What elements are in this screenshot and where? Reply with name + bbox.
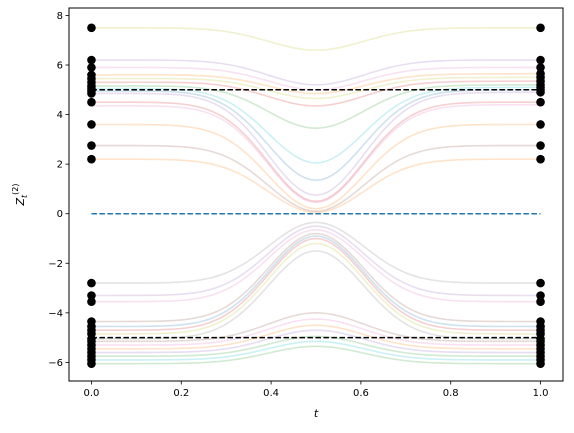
endpoint-point: [536, 278, 545, 288]
y-tick-label: 8: [57, 11, 63, 22]
y-axis-label: Zt(2): [11, 183, 29, 206]
series-line: [91, 329, 541, 354]
endpoint-markers: [87, 23, 545, 368]
series-line: [91, 84, 541, 130]
endpoint-point: [536, 154, 545, 164]
x-tick-label: 0.2: [173, 388, 189, 399]
series-line: [91, 237, 541, 331]
series-line: [91, 324, 541, 350]
series-line: [91, 312, 541, 343]
series-line: [91, 123, 541, 210]
endpoint-point: [87, 154, 96, 164]
endpoint-point: [536, 141, 545, 150]
reference-lines: [91, 89, 541, 339]
endpoint-point: [536, 359, 545, 368]
series-line: [91, 80, 541, 107]
endpoint-point: [87, 120, 96, 129]
endpoint-point: [87, 141, 96, 150]
endpoint-point: [87, 89, 96, 98]
y-tick-label: −6: [48, 358, 63, 369]
y-axis: −6 −4 −2 0 2 4 6 8: [48, 11, 69, 369]
endpoint-point: [536, 120, 545, 129]
x-tick-label: 0.6: [353, 388, 369, 399]
y-tick-label: −2: [48, 259, 63, 270]
endpoint-point: [536, 23, 545, 33]
y-tick-label: 2: [57, 160, 63, 171]
endpoint-point: [87, 297, 96, 306]
series-line: [91, 91, 541, 196]
endpoint-point: [536, 97, 545, 107]
series-line: [91, 225, 541, 297]
series-line: [91, 229, 541, 303]
x-tick-label: 0.8: [443, 388, 459, 399]
series-line: [91, 59, 541, 86]
series-line: [91, 335, 541, 358]
y-tick-label: 6: [57, 61, 63, 72]
x-axis-label: t: [314, 407, 319, 420]
series-line: [91, 340, 541, 361]
series-line: [91, 235, 541, 328]
x-tick-label: 1.0: [533, 388, 549, 399]
series-line: [91, 86, 541, 164]
endpoint-point: [536, 63, 545, 72]
x-tick-label: 0.0: [84, 388, 100, 399]
series-line: [91, 88, 541, 182]
endpoint-point: [87, 23, 96, 33]
endpoint-point: [87, 97, 96, 107]
series-curves: [91, 27, 541, 365]
series-line: [91, 76, 541, 100]
series-line: [91, 27, 541, 51]
x-axis: 0.0 0.2 0.4 0.6 0.8 1.0: [84, 381, 549, 399]
endpoint-point: [536, 55, 545, 65]
endpoint-point: [536, 291, 545, 300]
series-line: [91, 221, 541, 284]
series-line: [91, 242, 541, 335]
endpoint-point: [536, 297, 545, 306]
endpoint-point: [87, 291, 96, 300]
series-line: [91, 103, 541, 204]
series-line: [91, 101, 541, 203]
endpoint-point: [87, 359, 96, 368]
series-line: [91, 158, 541, 214]
series-line: [91, 144, 541, 213]
y-tick-label: −4: [48, 308, 63, 319]
x-tick-label: 0.4: [263, 388, 279, 399]
endpoint-point: [87, 55, 96, 65]
y-tick-label: 4: [57, 110, 63, 121]
series-line: [91, 72, 541, 95]
endpoint-point: [87, 278, 96, 288]
endpoint-point: [536, 87, 545, 97]
series-line: [91, 345, 541, 365]
endpoint-point: [87, 63, 96, 72]
y-tick-label: 0: [57, 209, 63, 220]
series-line: [91, 232, 541, 323]
plot-area-frame: [68, 7, 564, 382]
series-line: [91, 318, 541, 346]
